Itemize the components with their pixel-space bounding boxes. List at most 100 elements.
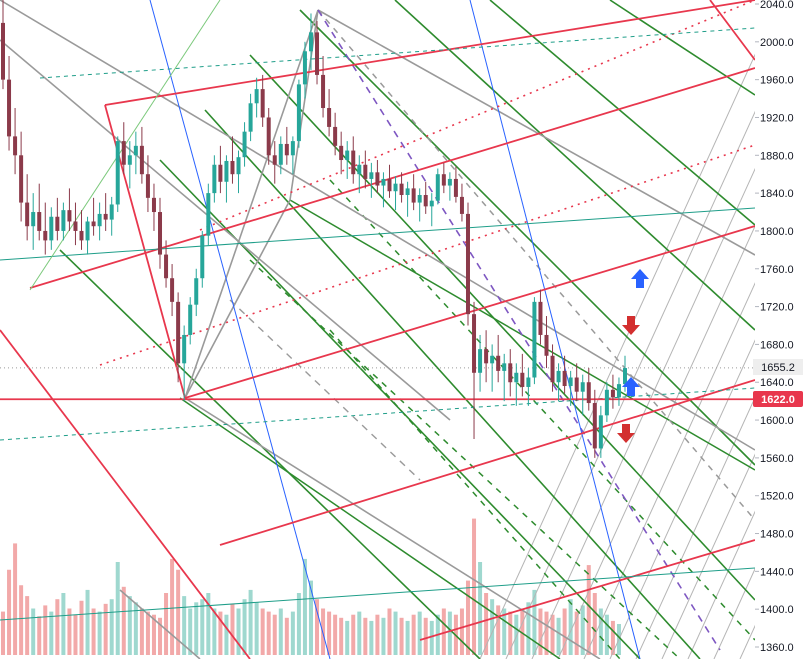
candle-body [43, 230, 48, 241]
price-axis-background [755, 0, 812, 659]
candle-body [562, 370, 567, 387]
candle-body [580, 382, 585, 392]
candle-body [399, 183, 404, 196]
price-tick-label: 1800.0 [760, 226, 794, 238]
volume-bar [7, 569, 12, 655]
volume-bar [604, 614, 609, 655]
candle-body [453, 178, 458, 197]
volume-bar [592, 593, 597, 655]
red-channel-line [419, 539, 756, 641]
candle-body [465, 213, 470, 315]
green-pitchfork-line [489, 0, 756, 226]
candle-body [151, 197, 156, 213]
volume-bar [103, 603, 108, 655]
volume-bar [67, 608, 72, 655]
candle-body [393, 183, 398, 192]
red-channel-line [219, 379, 756, 546]
candle-body [67, 210, 72, 222]
volume-bar [79, 600, 84, 655]
volume-bar [580, 605, 585, 655]
gray-pitchfork-line [184, 199, 291, 399]
volume-bar [170, 558, 175, 655]
candle-body [170, 278, 175, 302]
candle-body [526, 377, 531, 387]
volume-bar [230, 603, 235, 655]
candle-body [586, 382, 591, 404]
volume-bar [387, 608, 392, 655]
candle-body [435, 174, 440, 201]
volume-bar [574, 611, 579, 655]
volume-bar [508, 611, 513, 655]
teal-line [0, 567, 756, 621]
candle-body [369, 172, 374, 179]
volume-bar [405, 620, 410, 655]
candle-body [19, 155, 24, 203]
volume-bar [429, 620, 434, 655]
candle-body [133, 145, 138, 156]
price-tick-label: 1920.0 [760, 112, 794, 124]
candle-body [568, 377, 573, 387]
volume-bar [411, 614, 416, 655]
candle-body [31, 212, 36, 227]
candle-body [115, 141, 120, 205]
gray-pitchfork-line [184, 397, 601, 660]
red-channel-line [104, 0, 756, 106]
volume-bar [25, 596, 30, 655]
price-tick-label: 2000.0 [760, 37, 794, 49]
volume-bar [393, 611, 398, 655]
candle-body [164, 254, 169, 279]
volume-bar [315, 599, 320, 655]
candle-body [260, 89, 265, 118]
price-tick-label: 1840.0 [760, 188, 794, 200]
gray-pitchfork-line [317, 9, 756, 256]
volume-bar [1, 611, 5, 655]
candles [1, 0, 627, 458]
volume-bar [37, 616, 42, 655]
candle-body [236, 157, 241, 175]
candle-body [550, 355, 555, 383]
volume-bar [550, 614, 555, 655]
volume-bar [182, 596, 187, 655]
gray-dashed-line [229, 299, 421, 481]
price-tick-label: 1720.0 [760, 302, 794, 314]
volume-bar [363, 617, 368, 655]
gray-pitchfork-line [0, 39, 451, 421]
volume-bar [266, 611, 271, 655]
candle-body [490, 355, 495, 364]
candle-body [345, 150, 350, 161]
candle-body [405, 188, 410, 196]
candle-body [598, 415, 603, 449]
price-tick-label: 1960.0 [760, 75, 794, 87]
gray-line [119, 589, 201, 660]
candle-body [538, 301, 543, 335]
candle-body [206, 193, 211, 236]
candle-body [139, 145, 144, 175]
candle-body [218, 164, 223, 182]
arrow-down-icon [617, 424, 635, 443]
candle-body [441, 174, 446, 186]
volume-bar [586, 565, 591, 655]
candle-body [375, 172, 380, 186]
volume-bar [610, 620, 615, 655]
marker-price-badge [753, 391, 803, 407]
volume-bar [369, 620, 374, 655]
volume-bar [97, 611, 102, 655]
gray-fan-line [687, 385, 812, 660]
price-tick-label: 1360.0 [760, 642, 794, 654]
price-labels: 1655.2 1622.0 [753, 359, 803, 407]
candle-body [484, 349, 489, 364]
candle-body [13, 136, 18, 156]
volume-bar [61, 593, 66, 655]
purple-median-line [317, 9, 721, 651]
teal-dashed-line [0, 387, 756, 441]
last-price-badge [753, 359, 803, 375]
volume-bar [526, 602, 531, 655]
price-tick-label: 1440.0 [760, 566, 794, 578]
volume-bar [212, 608, 217, 655]
volume-bar [478, 562, 483, 655]
volume-bar [296, 593, 301, 655]
price-axis[interactable]: 1360.0 1400.0 1440.0 1480.0 1520.0 1560.0 1600… [755, 0, 794, 654]
blue-line [469, 0, 641, 660]
